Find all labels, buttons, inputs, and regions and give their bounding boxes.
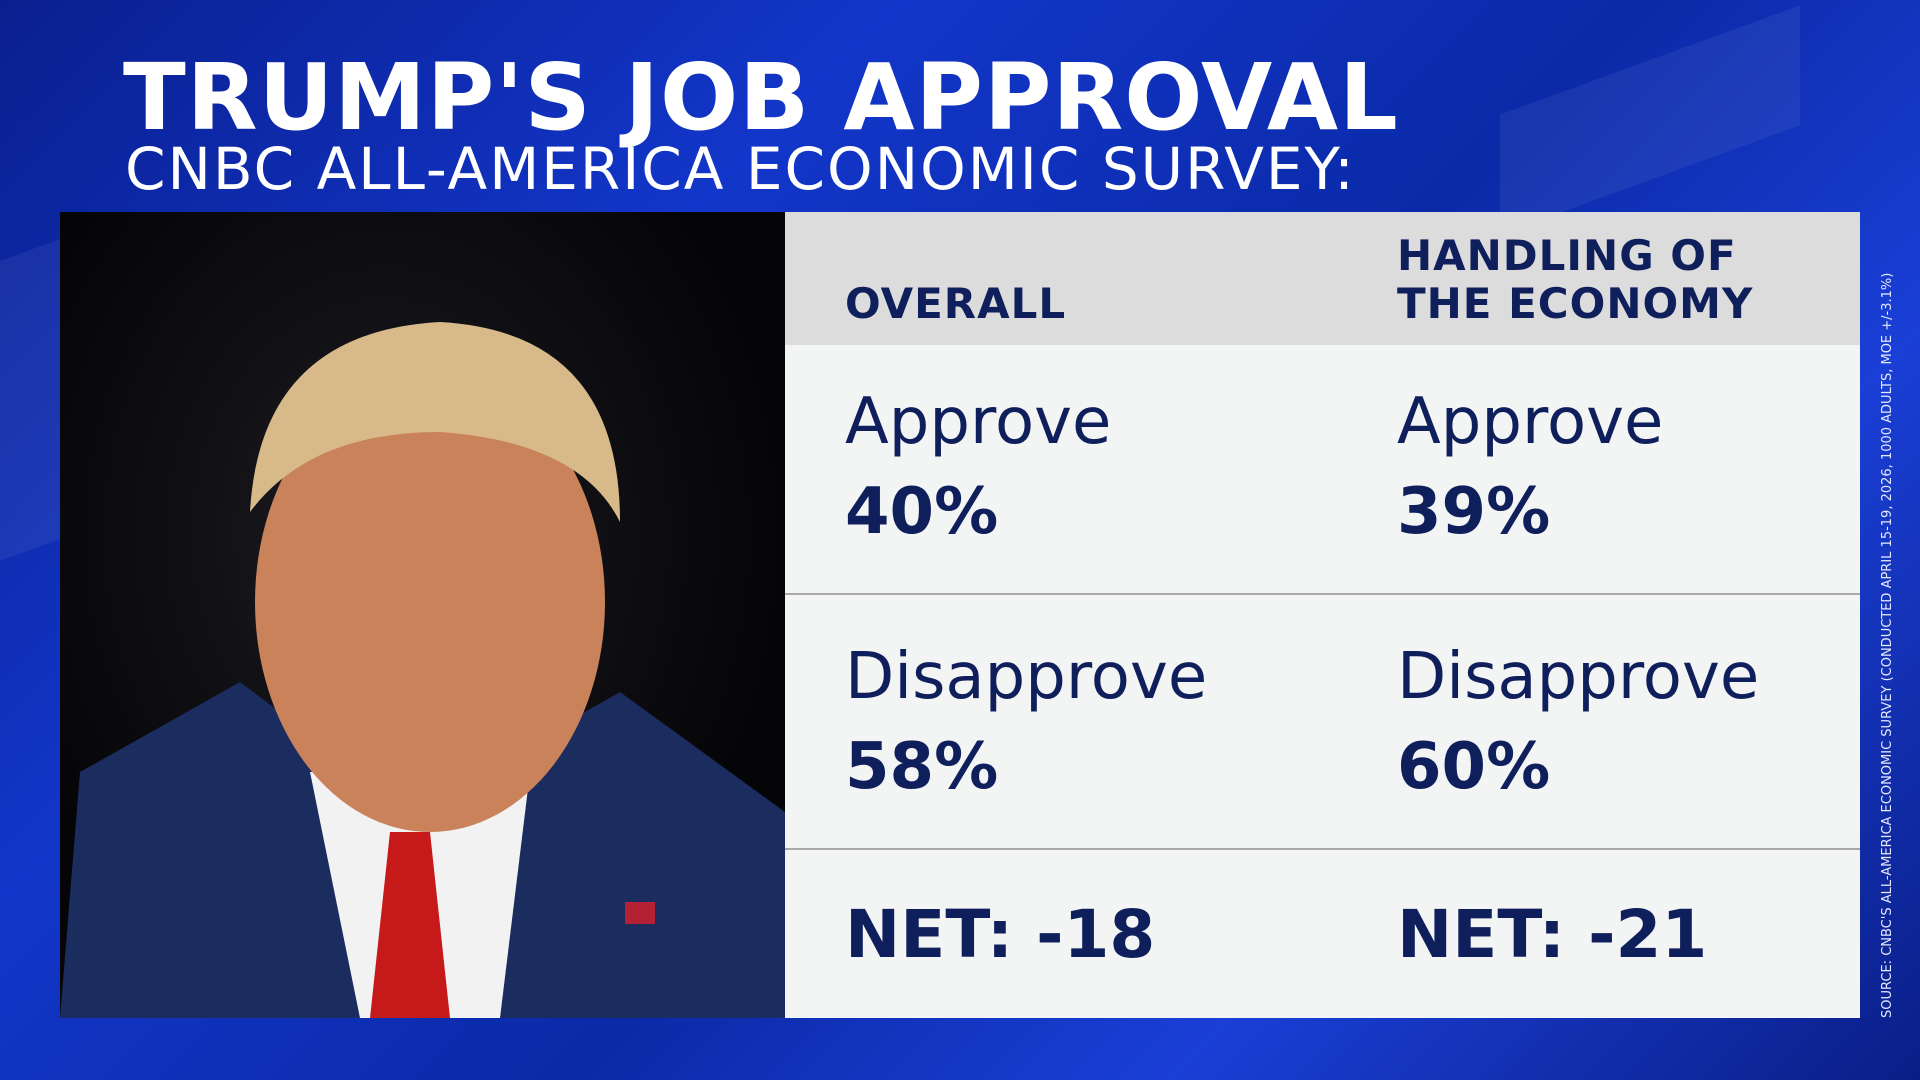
column-header-overall: OVERALL [845,279,1067,328]
page-subtitle: CNBC ALL-AMERICA ECONOMIC SURVEY: [125,135,1356,203]
disapprove-value: 58% [845,730,999,804]
approve-row [785,345,1860,595]
approval-table: OVERALL HANDLING OF THE ECONOMY Approve … [785,212,1860,1018]
portrait-photo [60,212,785,1018]
approve-value: 40% [845,475,999,549]
source-note: SOURCE: CNBC'S ALL-AMERICA ECONOMIC SURV… [1880,272,1895,1018]
disapprove-label: Disapprove [845,640,1208,714]
disapprove-row [785,595,1860,850]
background-tile [0,239,60,561]
approve-label: Approve [1397,385,1664,459]
table-header [785,212,1860,345]
page-title: TRUMP'S JOB APPROVAL [123,44,1399,151]
approve-value: 39% [1397,475,1551,549]
approve-label: Approve [845,385,1112,459]
disapprove-label: Disapprove [1397,640,1760,714]
net-value: NET: -21 [1397,896,1708,973]
column-header-economy-line2: THE ECONOMY [1397,279,1754,328]
disapprove-value: 60% [1397,730,1551,804]
column-header-economy-line1: HANDLING OF [1397,231,1737,280]
background-tile [1500,5,1800,235]
net-value: NET: -18 [845,896,1156,973]
